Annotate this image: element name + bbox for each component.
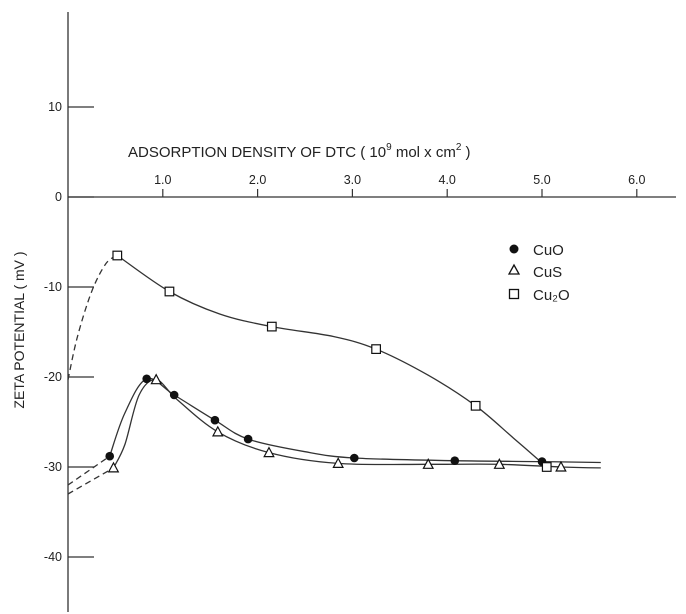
data-point-cu2o: [112, 250, 123, 261]
y-tick-label: -30: [44, 460, 62, 474]
data-point-cu2o: [164, 286, 175, 297]
data-point-cuo: [210, 415, 220, 425]
legend-label-cuo: CuO: [533, 242, 564, 259]
data-point-cu2o: [541, 462, 552, 472]
data-point-cuo: [243, 434, 253, 444]
data-point-cus: [107, 461, 120, 473]
y-tick-label: -10: [44, 280, 62, 294]
chart-title-main: ADSORPTION DENSITY OF DTC ( 10: [128, 144, 386, 161]
data-point-cuo: [450, 456, 460, 466]
series-line-cu2o: [116, 254, 548, 468]
data-point-cuo: [349, 453, 359, 463]
legend: CuO CuS Cu₂O: [507, 242, 570, 304]
legend-label-cus: CuS: [533, 264, 562, 281]
series-extrapolation-cu2o: [67, 254, 118, 380]
legend-marker-cu2o: [508, 288, 520, 300]
chart-title: ADSORPTION DENSITY OF DTC ( 109 mol x cm…: [128, 142, 471, 161]
legend-marker-cus: [507, 263, 521, 275]
y-tick-label: 0: [55, 190, 62, 204]
chart-title-close: ): [461, 144, 470, 161]
series-line-cuo: [109, 377, 601, 464]
chart-title-unit: mol x cm: [392, 144, 456, 161]
x-tick-label: 5.0: [533, 173, 550, 187]
x-tick-label: 1.0: [154, 173, 171, 187]
chart-title-exponent-2: 2: [456, 142, 462, 153]
y-tick-label: 10: [48, 100, 62, 114]
data-point-cuo: [169, 390, 179, 400]
data-point-cuo: [105, 451, 115, 461]
data-point-cus: [422, 458, 435, 469]
data-point-cus: [150, 373, 162, 385]
data-point-cus: [493, 458, 506, 469]
data-point-cu2o: [371, 344, 381, 354]
legend-marker-cuo: [509, 244, 519, 254]
series-line-cus: [112, 379, 601, 469]
chart-title-exponent-1: 9: [386, 142, 392, 153]
series-extrapolation-cus: [67, 467, 114, 495]
y-tick-label: -20: [44, 370, 62, 384]
x-tick-label: 3.0: [344, 173, 361, 187]
data-point-cus: [332, 457, 344, 468]
series-extrapolation-cuo: [67, 455, 111, 486]
data-point-cus: [555, 460, 567, 472]
data-point-cu2o: [266, 321, 277, 332]
data-point-cus: [263, 446, 275, 458]
legend-label-cu2o: Cu₂O: [533, 287, 570, 304]
y-axis-label: ZETA POTENTIAL ( mV ): [11, 251, 27, 408]
data-point-cuo: [142, 374, 151, 384]
x-tick-label: 4.0: [439, 173, 456, 187]
x-tick-label: 6.0: [628, 173, 645, 187]
data-point-cus: [211, 425, 224, 437]
x-tick-label: 2.0: [249, 173, 266, 187]
data-point-cu2o: [470, 400, 481, 411]
y-tick-label: -40: [44, 550, 62, 564]
